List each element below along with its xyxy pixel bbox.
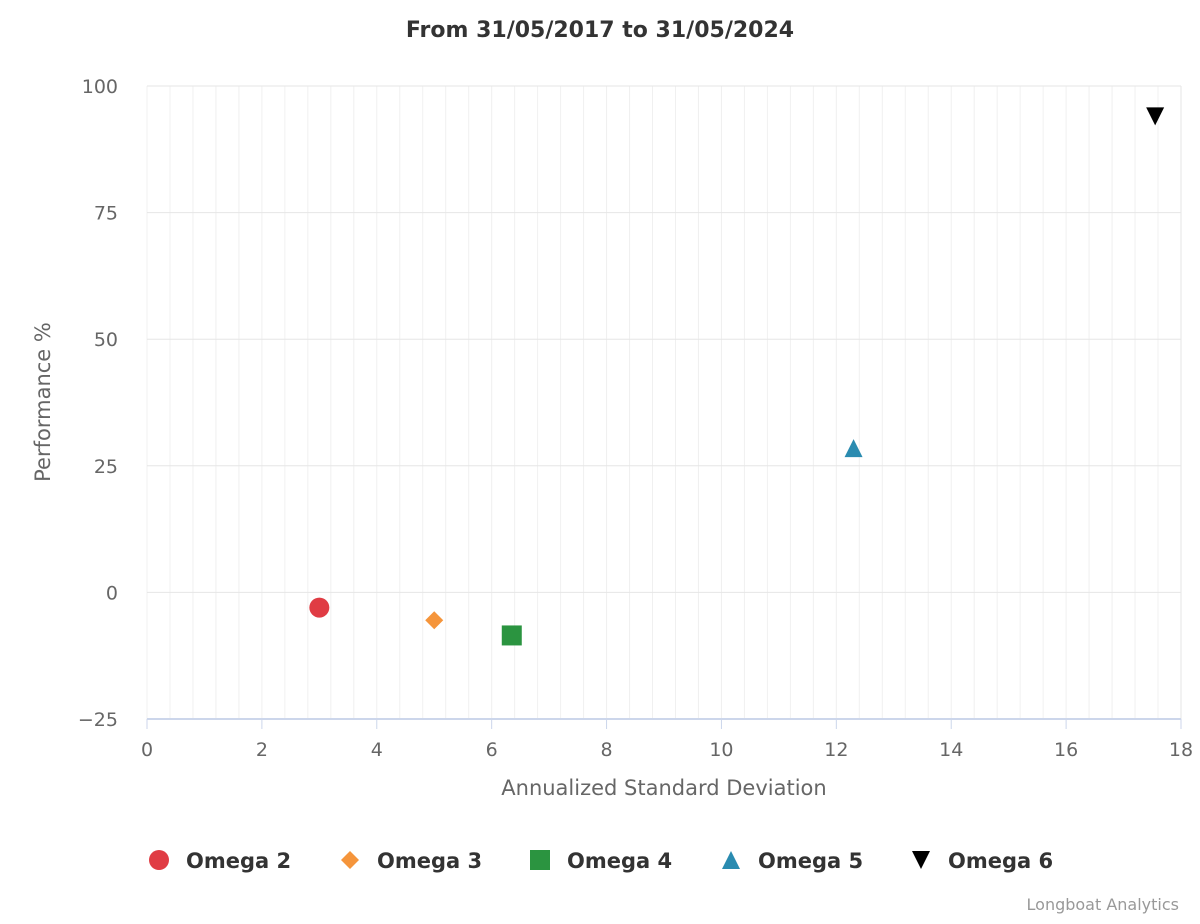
legend-symbol[interactable]: [912, 851, 930, 869]
chart-title: From 31/05/2017 to 31/05/2024: [406, 18, 794, 43]
legend-label[interactable]: Omega 6: [948, 849, 1053, 873]
x-tick-label: 18: [1169, 739, 1193, 761]
data-point-omega-2[interactable]: [309, 597, 330, 618]
x-tick-label: 16: [1054, 739, 1078, 761]
x-tick-label: 14: [939, 739, 963, 761]
legend-symbol[interactable]: [530, 850, 550, 870]
data-points: [309, 107, 1165, 646]
x-tick-label: 0: [141, 739, 153, 761]
x-tick-label: 12: [824, 739, 848, 761]
y-axis-title: Performance %: [31, 322, 55, 482]
data-point-omega-5[interactable]: [844, 439, 863, 458]
legend-label[interactable]: Omega 4: [567, 849, 672, 873]
legend: Omega 2 Omega 3 Omega 4 Omega 5 Omega 6: [149, 849, 1053, 873]
legend-item-omega-3[interactable]: Omega 3: [341, 849, 482, 873]
data-point-omega-6[interactable]: [1146, 107, 1165, 126]
data-point-omega-4[interactable]: [501, 625, 522, 646]
x-tick-label: 4: [371, 739, 383, 761]
axes: [146, 718, 1182, 729]
legend-item-omega-6[interactable]: Omega 6: [912, 849, 1053, 873]
grid: [146, 85, 1182, 720]
legend-item-omega-2[interactable]: Omega 2: [149, 849, 291, 873]
x-tick-label: 6: [486, 739, 498, 761]
legend-label[interactable]: Omega 2: [186, 849, 291, 873]
x-axis-title: Annualized Standard Deviation: [501, 776, 826, 800]
legend-label[interactable]: Omega 5: [758, 849, 863, 873]
x-tick-label: 10: [709, 739, 733, 761]
x-tick-label: 2: [256, 739, 268, 761]
legend-item-omega-5[interactable]: Omega 5: [722, 849, 863, 873]
legend-label[interactable]: Omega 3: [377, 849, 482, 873]
y-tick-label: 100: [82, 76, 118, 98]
y-tick-label: 0: [106, 582, 118, 604]
data-point-omega-3[interactable]: [425, 611, 444, 630]
chart-credit[interactable]: Longboat Analytics: [1027, 895, 1179, 914]
y-tick-label: 50: [94, 329, 118, 351]
y-tick-label: −25: [78, 709, 118, 731]
x-tick-label: 8: [601, 739, 613, 761]
legend-item-omega-4[interactable]: Omega 4: [530, 849, 672, 873]
y-tick-label: 75: [94, 203, 118, 225]
legend-symbol[interactable]: [149, 850, 169, 870]
legend-symbol[interactable]: [341, 851, 359, 869]
y-tick-label: 25: [94, 456, 118, 478]
tick-labels: 0 2 4 6 8 10 12 14 16 18 −25 0 25 50 75 100: [78, 76, 1193, 761]
legend-symbol[interactable]: [722, 851, 740, 869]
